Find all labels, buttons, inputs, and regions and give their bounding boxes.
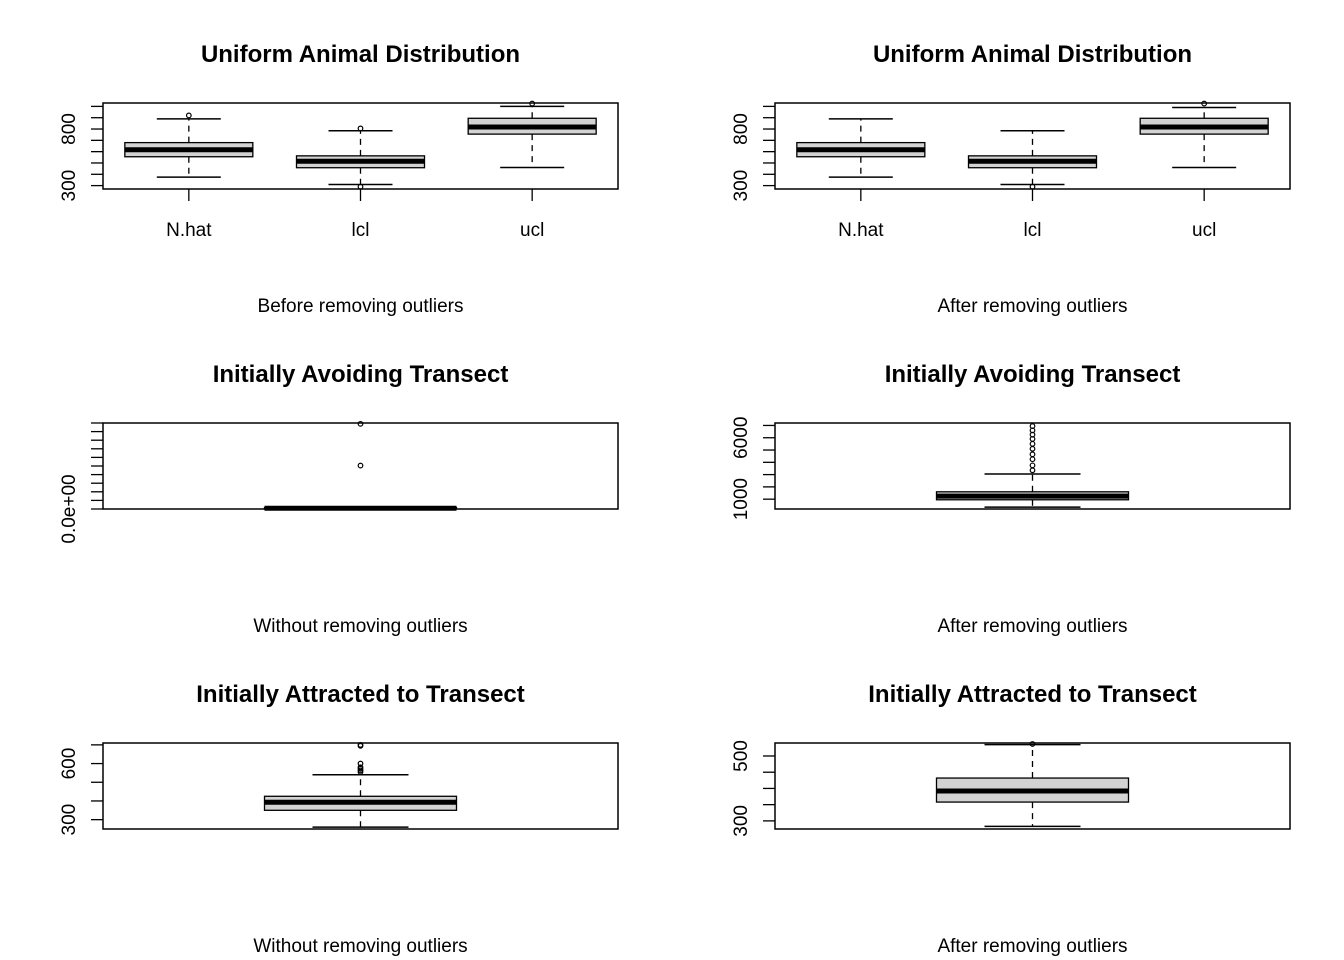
y-tick-label: 0.0e+00 <box>59 474 80 543</box>
chart-title: Uniform Animal Distribution <box>201 41 520 68</box>
y-tick-label: 800 <box>59 113 80 145</box>
box-1 <box>263 741 458 828</box>
x-axis-label: Without removing outliers <box>253 936 467 957</box>
y-tick-label: 300 <box>59 170 80 202</box>
outlier-point <box>357 125 364 132</box>
outlier-point <box>357 420 364 427</box>
box-1 <box>124 112 254 178</box>
x-axis-label: After removing outliers <box>937 936 1127 957</box>
chart-title: Initially Avoiding Transect <box>885 361 1181 388</box>
y-tick-label: 300 <box>731 805 752 837</box>
outlier-point <box>357 764 364 771</box>
y-axis: 0.0e+00 <box>59 422 103 544</box>
chart-panel-1: Uniform Animal Distribution Before removi… <box>59 41 619 317</box>
x-axis: N.hat lcl ucl <box>166 189 544 241</box>
x-tick-label: ucl <box>520 220 544 241</box>
box-1 <box>796 118 926 178</box>
chart-panel-6: Initially Attracted to Transect After rem… <box>731 681 1291 957</box>
box-2 <box>295 125 426 190</box>
y-axis: 1000 6000 <box>731 417 775 520</box>
y-tick-label: 1000 <box>731 478 752 520</box>
y-tick-label: 300 <box>731 170 752 202</box>
y-tick-label: 600 <box>59 748 80 780</box>
plot-frame <box>102 742 619 830</box>
box-1 <box>935 423 1130 508</box>
x-tick-label: N.hat <box>838 220 884 241</box>
y-tick-label: 800 <box>731 113 752 145</box>
box-1 <box>935 741 1130 828</box>
outlier-point <box>185 112 192 119</box>
box-3 <box>1139 100 1269 169</box>
x-tick-label: lcl <box>1024 220 1042 241</box>
outlier-point <box>1029 741 1036 747</box>
chart-title: Initially Attracted to Transect <box>196 681 525 708</box>
x-axis-label: Without removing outliers <box>253 616 467 637</box>
y-tick-label: 500 <box>731 740 752 772</box>
chart-title: Uniform Animal Distribution <box>873 41 1192 68</box>
chart-panel-3: Initially Avoiding Transect Without remov… <box>59 361 619 637</box>
plot-frame <box>102 422 619 510</box>
y-axis: 300 800 <box>59 105 103 202</box>
x-axis-label: After removing outliers <box>937 616 1127 637</box>
y-axis: 300 800 <box>731 105 775 202</box>
chart-panel-4: Initially Avoiding Transect After removin… <box>731 361 1291 637</box>
outlier-point <box>1029 423 1036 429</box>
x-axis: N.hat lcl ucl <box>838 189 1216 241</box>
chart-title: Initially Avoiding Transect <box>213 361 509 388</box>
outlier-point <box>1029 462 1036 469</box>
outlier-point <box>357 760 364 767</box>
x-axis-label: Before removing outliers <box>258 296 464 317</box>
box-3 <box>467 100 597 169</box>
chart-title: Initially Attracted to Transect <box>868 681 1197 708</box>
plot-frame <box>774 422 1291 510</box>
box-2 <box>967 129 1098 190</box>
x-tick-label: lcl <box>352 220 370 241</box>
y-tick-label: 6000 <box>731 417 752 459</box>
chart-panel-5: Initially Attracted to Transect Without r… <box>59 681 619 957</box>
plot-frame <box>774 742 1291 830</box>
y-tick-label: 300 <box>59 804 80 836</box>
x-axis-label: After removing outliers <box>937 296 1127 317</box>
y-axis: 300 600 <box>59 744 103 836</box>
outlier-point <box>357 462 364 469</box>
x-tick-label: ucl <box>1192 220 1216 241</box>
chart-panel-2: Uniform Animal Distribution After removin… <box>731 41 1291 317</box>
outlier-point <box>1029 451 1036 458</box>
panels: Uniform Animal Distribution Before removi… <box>59 41 1291 957</box>
x-tick-label: N.hat <box>166 220 212 241</box>
y-axis: 300 500 <box>731 740 775 837</box>
